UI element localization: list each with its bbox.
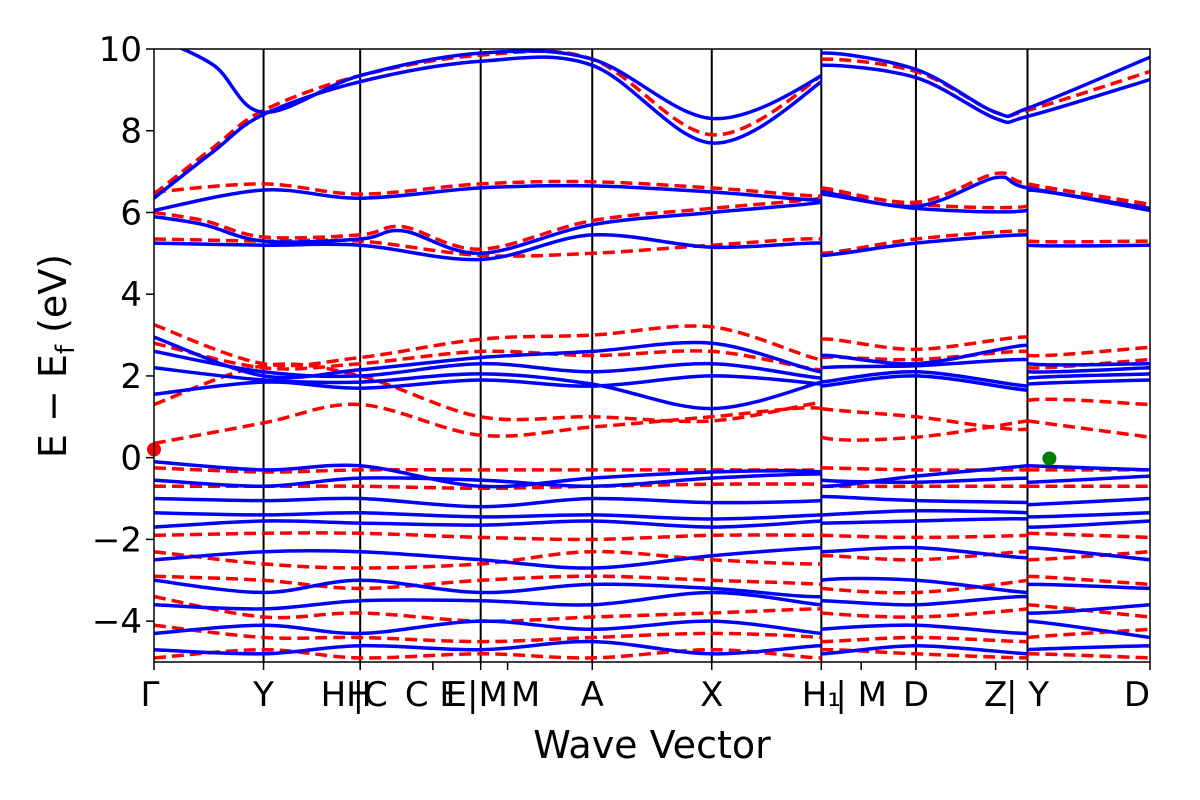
spin-up-band-16 xyxy=(154,590,1150,615)
x-tick-label: E|M xyxy=(446,675,508,715)
spin-up-band-7 xyxy=(154,366,1150,411)
spin-down-band-10 xyxy=(154,531,1150,542)
spin-down-band-14 xyxy=(154,623,1150,644)
spin-up-band-13 xyxy=(154,516,1150,529)
x-axis-label: Wave Vector xyxy=(533,723,771,767)
x-tick-label: H₁ xyxy=(802,675,841,715)
spin-up-band-15 xyxy=(154,576,1150,599)
spin-down-band-2 xyxy=(154,171,1150,207)
spin-down-band-6 xyxy=(154,362,1150,432)
spin-up-band-12 xyxy=(154,509,1150,521)
bands-layer xyxy=(154,49,1150,660)
spin-down-band-13 xyxy=(154,594,1150,623)
x-tick-label: X xyxy=(700,675,723,715)
x-tick-label: | M xyxy=(835,675,887,715)
spin-down-band-11 xyxy=(154,549,1150,570)
y-tick-label: 10 xyxy=(99,30,142,70)
spin-up-band-11 xyxy=(154,494,1150,509)
spin-up-band-10 xyxy=(154,472,1150,489)
spin-up-band-8 xyxy=(154,374,1150,397)
x-tick-label: Γ xyxy=(141,675,160,715)
spin-up-band-6 xyxy=(154,349,1150,380)
spin-up-band-14 xyxy=(154,545,1150,570)
y-tick-label: −4 xyxy=(92,602,142,642)
extrema-markers xyxy=(147,442,1057,466)
x-tick-label: D xyxy=(903,675,929,715)
x-tick-label: HH xyxy=(321,675,372,715)
spin-down-band-7 xyxy=(154,402,1150,446)
x-tick-label: Z xyxy=(984,675,1007,715)
spin-down-band-12 xyxy=(154,574,1150,595)
x-tick-label: Y xyxy=(252,675,274,715)
spin-up-band-17 xyxy=(154,619,1150,640)
spin-up-band-0 xyxy=(154,232,1150,262)
spin-up-band-5 xyxy=(154,335,1150,380)
spin-up-band-4 xyxy=(178,49,1150,121)
y-tick-label: 0 xyxy=(120,439,142,479)
x-tick-label: D xyxy=(1124,675,1150,715)
x-axis-ticks: Γ Y HH|C C EE|M M A X H₁| M D Z| Y D xyxy=(141,662,1151,715)
spin-up-band-9 xyxy=(154,460,1150,489)
x-tick-label: A xyxy=(581,675,604,715)
plot-frame xyxy=(153,48,1151,663)
spin-up-band-18 xyxy=(154,639,1150,656)
y-axis-ticks: 10 8 6 4 2 0 −2 −4 xyxy=(92,30,154,642)
x-tick-label: | Y xyxy=(1006,675,1049,715)
x-tick-label: M xyxy=(511,675,540,715)
spin-up-band-2 xyxy=(154,175,1150,213)
x-tick-label: |C xyxy=(353,675,388,715)
y-axis-label: E − Ef (eV) xyxy=(31,254,81,458)
y-tick-label: −2 xyxy=(92,520,142,560)
y-tick-label: 4 xyxy=(120,275,142,315)
spin-down-band-4 xyxy=(154,323,1150,368)
y-tick-label: 8 xyxy=(120,112,142,152)
y-tick-label: 6 xyxy=(120,193,142,233)
vbm-marker xyxy=(1042,451,1057,466)
x-tick-label: C E xyxy=(405,675,461,715)
y-tick-label: 2 xyxy=(120,357,142,397)
spin-up-band-3 xyxy=(154,55,1150,200)
kpoint-boundaries xyxy=(262,49,1029,662)
